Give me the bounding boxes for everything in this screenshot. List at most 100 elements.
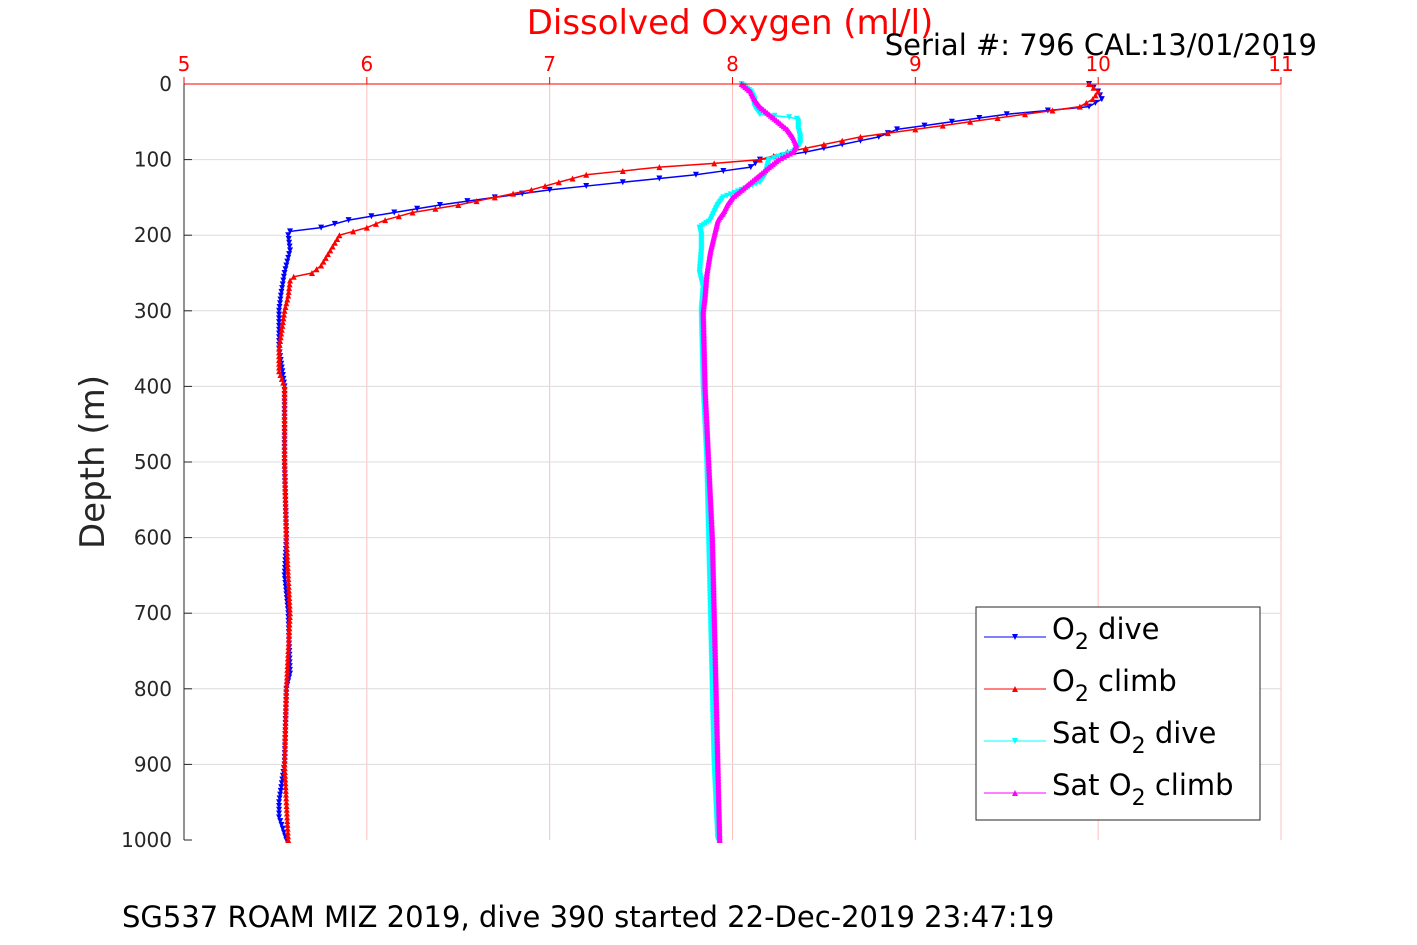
- data-point: [967, 118, 974, 125]
- legend-box: [975, 606, 1261, 821]
- y-tick-label: 1000: [121, 828, 172, 852]
- data-point: [279, 285, 286, 292]
- data-point: [284, 825, 291, 832]
- data-point: [287, 228, 294, 235]
- data-point: [281, 447, 288, 454]
- data-point: [282, 304, 289, 311]
- data-point: [278, 326, 285, 333]
- data-point: [409, 209, 416, 216]
- data-point: [1083, 99, 1090, 106]
- y-tick-label: 500: [134, 450, 172, 474]
- y-tick-label: 100: [134, 148, 172, 172]
- legend-marker: [1012, 738, 1018, 744]
- data-point: [281, 390, 288, 397]
- data-point: [285, 640, 292, 647]
- data-point: [276, 810, 283, 817]
- data-point: [994, 115, 1001, 122]
- data-point: [282, 723, 289, 730]
- y-axis-label: Depth (m): [73, 375, 113, 549]
- data-point: [656, 175, 663, 182]
- data-point: [284, 814, 291, 821]
- data-point: [285, 568, 292, 575]
- data-point: [282, 477, 289, 484]
- data-point: [542, 183, 549, 190]
- data-point: [278, 784, 285, 791]
- data-point: [331, 220, 338, 227]
- data-point: [286, 625, 293, 632]
- data-point: [724, 192, 731, 199]
- x-tick-label: 6: [360, 52, 373, 76]
- data-point: [414, 205, 421, 212]
- data-point: [282, 266, 289, 273]
- data-point: [473, 198, 480, 205]
- data-point: [284, 557, 291, 564]
- data-point: [277, 296, 284, 303]
- data-point: [786, 114, 793, 121]
- x-tick-label: 8: [726, 52, 739, 76]
- data-point: [282, 719, 289, 726]
- data-point: [286, 602, 293, 609]
- data-point: [281, 750, 288, 757]
- data-point: [282, 708, 289, 715]
- data-point: [281, 409, 288, 416]
- data-point: [283, 538, 290, 545]
- data-point: [283, 527, 290, 534]
- data-point: [510, 190, 517, 197]
- data-point: [731, 189, 738, 196]
- data-point: [283, 806, 290, 813]
- data-point: [308, 270, 315, 276]
- data-point: [318, 224, 325, 231]
- y-tick-label: 600: [134, 526, 172, 550]
- data-point: [278, 288, 285, 295]
- data-point: [948, 118, 955, 125]
- data-point: [1076, 103, 1083, 110]
- data-point: [280, 315, 287, 322]
- data-point: [284, 258, 291, 265]
- legend-marker: [1012, 686, 1018, 692]
- data-point: [322, 254, 329, 261]
- data-point: [287, 610, 294, 617]
- data-point: [283, 682, 290, 689]
- data-point: [284, 564, 291, 571]
- data-point: [282, 508, 289, 515]
- x-tick-label: 11: [1268, 52, 1293, 76]
- data-point: [656, 164, 663, 171]
- data-point: [313, 266, 320, 273]
- data-point: [283, 810, 290, 817]
- data-point: [281, 413, 288, 420]
- data-point: [711, 160, 718, 167]
- data-point: [277, 334, 284, 341]
- data-point: [281, 440, 288, 447]
- data-point: [281, 753, 288, 760]
- data-point: [857, 133, 864, 140]
- data-point: [284, 670, 291, 677]
- data-point: [491, 194, 498, 201]
- legend-label: O2 dive: [1052, 612, 1160, 655]
- y-tick-label: 400: [134, 374, 172, 398]
- data-point: [283, 262, 290, 269]
- data-point: [285, 235, 292, 242]
- data-point: [320, 258, 327, 265]
- data-point: [284, 829, 291, 836]
- data-point: [283, 523, 290, 530]
- data-point: [285, 651, 292, 658]
- data-point: [276, 345, 283, 352]
- data-point: [555, 179, 562, 186]
- data-point: [1090, 84, 1097, 91]
- data-point: [286, 251, 293, 258]
- data-point: [282, 784, 289, 791]
- data-point: [284, 561, 291, 568]
- data-point: [276, 315, 283, 322]
- data-point: [281, 436, 288, 443]
- y-tick-label: 800: [134, 677, 172, 701]
- data-point: [395, 213, 402, 220]
- data-point: [884, 130, 891, 137]
- data-point: [276, 364, 283, 371]
- data-point: [276, 799, 283, 806]
- data-point: [770, 155, 777, 162]
- data-point: [276, 319, 283, 326]
- data-point: [281, 394, 288, 401]
- data-point: [336, 232, 343, 239]
- legend-marker: [1012, 634, 1018, 640]
